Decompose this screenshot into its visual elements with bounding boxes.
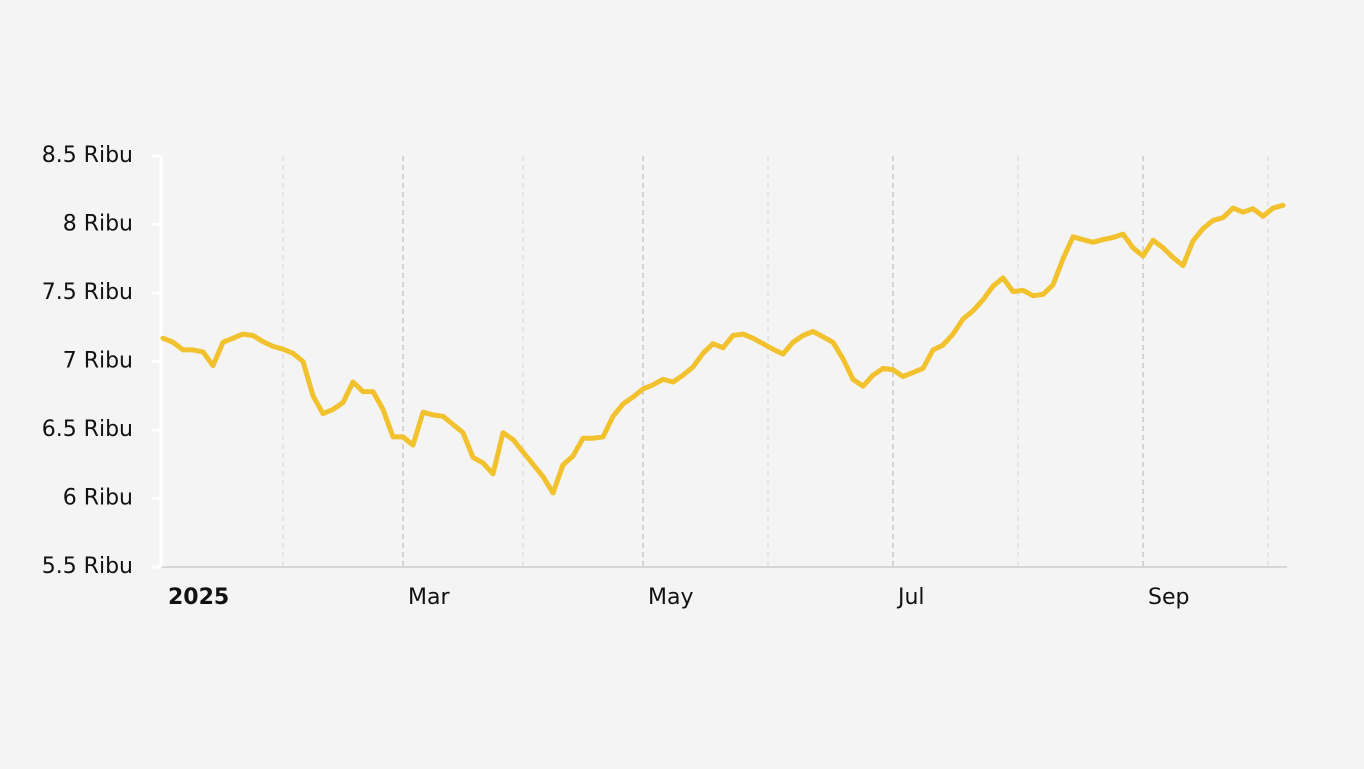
x-tick-label: Jul [896,585,925,610]
y-tick-label: 8.5 Ribu [42,143,133,168]
y-tick-label: 7.5 Ribu [42,280,133,305]
x-tick-label: Sep [1148,585,1189,610]
y-tick-label: 6 Ribu [63,486,133,511]
x-tick-label: Mar [408,585,450,610]
y-tick-label: 5.5 Ribu [42,554,133,579]
y-tick-label: 6.5 Ribu [42,417,133,442]
price-line [160,202,1286,496]
y-tick-label: 8 Ribu [63,212,133,237]
x-tick-label: 2025 [168,585,229,610]
y-tick-label: 7 Ribu [63,349,133,374]
x-tick-label: May [648,585,693,610]
